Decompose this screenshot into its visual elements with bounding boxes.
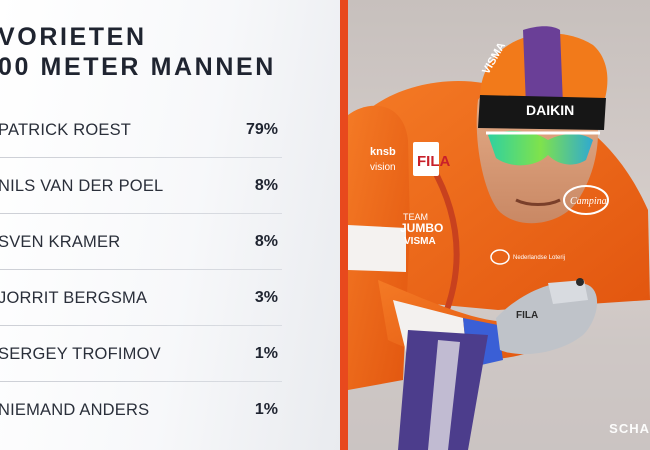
skater-name: PATRICK ROEST (0, 120, 132, 139)
suit-team-text: TEAM (403, 212, 428, 222)
suit-fila-logo: FILA (417, 153, 450, 170)
vote-percentage: 8% (254, 177, 278, 194)
favorites-list: PATRICK ROEST 79% NILS VAN DER POEL 8% S… (0, 102, 282, 438)
page-title: VORIETEN 00 METER MANNEN (0, 22, 276, 82)
list-item: NILS VAN DER POEL 8% (0, 158, 282, 214)
suit-lottery-text: Nederlandse Loterij (513, 255, 565, 261)
list-item: SVEN KRAMER 8% (0, 214, 282, 270)
suit-team-visma-text: VISMA (404, 236, 436, 247)
vote-percentage: 1% (254, 401, 278, 418)
skater-name: NILS VAN DER POEL (0, 176, 164, 195)
vote-percentage: 8% (254, 233, 278, 250)
vote-percentage: 1% (254, 345, 278, 362)
skater-name: SVEN KRAMER (0, 232, 121, 251)
title-line-1: VORIETEN (0, 23, 147, 51)
accent-divider (340, 0, 348, 450)
title-line-2: 00 METER MANNEN (0, 53, 276, 81)
suit-campina-logo: Campina (570, 196, 607, 207)
skater-name: SERGEY TROFIMOV (0, 344, 161, 363)
favorites-panel: VORIETEN 00 METER MANNEN PATRICK ROEST 7… (0, 0, 340, 450)
suit-knsb-sub-text: vision (370, 162, 396, 173)
skater-photo: DAIKIN VISMA FILA knsb vision TEAM JUMBO… (348, 0, 650, 450)
list-item: JORRIT BERGSMA 3% (0, 270, 282, 326)
list-item: PATRICK ROEST 79% (0, 102, 282, 158)
skater-name: NIEMAND ANDERS (0, 400, 150, 419)
glove-fila-logo: FILA (516, 310, 538, 321)
skater-illustration: DAIKIN VISMA FILA knsb vision TEAM JUMBO… (348, 0, 650, 450)
vote-percentage: 3% (254, 289, 278, 306)
vote-percentage: 79% (245, 121, 278, 138)
cap-brand-text: DAIKIN (526, 102, 574, 118)
suit-knsb-text: knsb (370, 146, 396, 158)
skater-name: JORRIT BERGSMA (0, 288, 148, 307)
suit-team-jumbo-text: JUMBO (400, 221, 443, 235)
list-item: NIEMAND ANDERS 1% (0, 382, 282, 438)
watermark-text: SCHA (609, 421, 650, 436)
list-item: SERGEY TROFIMOV 1% (0, 326, 282, 382)
